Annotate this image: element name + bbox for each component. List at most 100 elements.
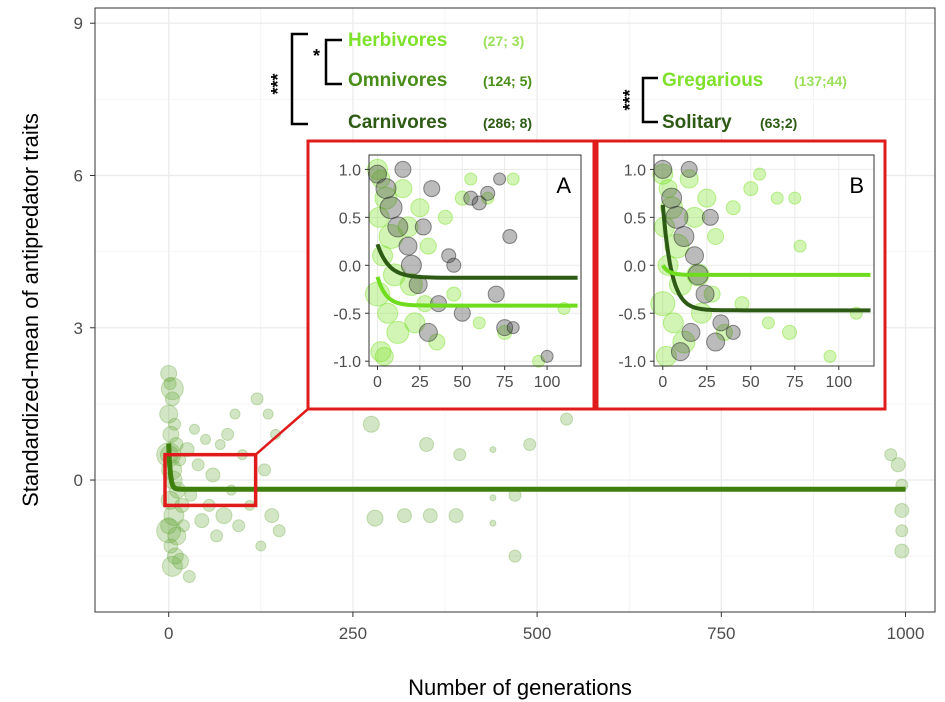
- data-point: [221, 427, 235, 441]
- inset-point-dark: [540, 349, 554, 363]
- inset-y-tick-label: 0.5: [624, 210, 646, 227]
- main-fit-line: [166, 443, 906, 492]
- inset-x-tick-label: 100: [825, 374, 852, 391]
- inset-point-light: [672, 330, 696, 354]
- bracket-herb-carn: [290, 32, 308, 126]
- inset-point-dark: [673, 226, 695, 248]
- inset-point-dark: [706, 332, 726, 352]
- inset-point-dark: [441, 248, 457, 264]
- inset-point-light: [703, 285, 721, 303]
- inset-point-dark: [423, 180, 441, 198]
- inset-point-light: [399, 272, 423, 296]
- inset-y-tick-label: -0.5: [333, 306, 361, 323]
- legend: Herbivores (27; 3) Omnivores (124; 5) Ca…: [268, 30, 847, 133]
- data-point: [262, 408, 274, 420]
- data-point: [160, 517, 178, 535]
- inset-point-light: [481, 191, 495, 205]
- inset-point-light: [393, 179, 413, 199]
- inset-fit-line: [375, 243, 578, 280]
- data-point: [232, 519, 246, 533]
- y-tick-label: 9: [74, 14, 83, 33]
- inset-x-tick-label: 75: [786, 374, 804, 391]
- legend-carnivores-label: Carnivores: [348, 112, 447, 133]
- data-point: [159, 404, 179, 424]
- inset-plot-frame: [368, 154, 582, 367]
- y-tick-label: 0: [74, 471, 83, 490]
- inset-y-tick-label: -1.0: [618, 354, 646, 371]
- inset-point-dark: [480, 185, 496, 201]
- data-point: [489, 446, 497, 454]
- legend-omnivores-n: (124; 5): [483, 73, 532, 89]
- data-point: [171, 552, 189, 570]
- inset-point-light: [683, 206, 705, 228]
- data-point: [255, 540, 267, 552]
- legend-gregarious-label: Gregarious: [662, 70, 763, 91]
- inset-x-tick-label: 25: [411, 374, 429, 391]
- inset-point-dark: [680, 160, 698, 178]
- inset-point-dark: [379, 196, 403, 220]
- inset-y-tick-label: 0.0: [624, 258, 646, 275]
- data-point: [884, 448, 898, 462]
- data-point: [489, 494, 497, 502]
- data-point: [895, 524, 909, 538]
- data-point: [205, 467, 221, 483]
- inset-point-light: [419, 237, 437, 255]
- inset-plot-background: [654, 155, 874, 366]
- data-point: [163, 538, 179, 554]
- data-point: [448, 508, 464, 524]
- inset-point-dark: [387, 216, 409, 238]
- inset-point-light: [770, 191, 784, 205]
- inset-plot-frame: [653, 154, 875, 367]
- inset-point-light: [506, 172, 520, 186]
- inset-point-light: [753, 167, 767, 181]
- fit-line: [166, 443, 906, 492]
- inset-y-tick-label: -0.5: [618, 306, 646, 323]
- inset-point-dark: [701, 208, 719, 226]
- inset-point-dark: [670, 342, 690, 362]
- data-point: [162, 425, 180, 443]
- data-point: [272, 524, 286, 538]
- inset-y-tick-label: 1.0: [339, 162, 361, 179]
- inset-point-dark: [400, 254, 422, 276]
- data-point: [215, 507, 233, 525]
- inset-fit-line: [660, 204, 871, 313]
- inset-point-light: [788, 191, 802, 205]
- inset-panel-b: 0 25 50 75 100 1.0 0.5 0.0 -0.5 -1.0 B: [595, 139, 887, 411]
- inset-point-light: [454, 190, 470, 206]
- inset-panel-a: 0 25 50 75 100 1.0 0.5 0.0 -0.5 -1.0 A: [306, 139, 596, 411]
- data-point: [508, 549, 522, 563]
- legend-carnivores-n: (286; 8): [483, 115, 532, 131]
- data-point: [560, 412, 574, 426]
- inset-point-light: [823, 349, 837, 363]
- legend-herbivores-label: Herbivores: [348, 30, 447, 51]
- y-axis-title: Standardized-mean of antipredator traits: [18, 113, 43, 507]
- inset-point-light: [761, 316, 775, 330]
- inset-panel-label: A: [556, 173, 571, 198]
- data-point: [167, 526, 187, 546]
- data-point: [163, 377, 177, 391]
- data-point: [264, 508, 280, 524]
- y-tick-label: 6: [74, 166, 83, 185]
- zoom-line: [254, 408, 309, 456]
- inset-point-light: [374, 346, 394, 366]
- zoom-connector: [163, 408, 309, 508]
- x-tick-label: 750: [707, 624, 735, 643]
- inset-point-light: [679, 169, 699, 189]
- inset-point-light: [378, 224, 404, 250]
- inset-point-dark: [684, 246, 704, 266]
- inset-point-dark: [506, 321, 520, 335]
- inset-x-tick-label: 100: [534, 374, 561, 391]
- main-plot-frame: [94, 7, 936, 613]
- inset-panel-label: B: [849, 173, 864, 198]
- x-tick-label: 0: [164, 624, 173, 643]
- data-point: [523, 438, 537, 452]
- data-point: [161, 555, 183, 577]
- inset-point-light: [386, 320, 410, 344]
- data-point: [489, 519, 497, 527]
- x-tick-label: 500: [523, 624, 551, 643]
- inset-point-light: [472, 316, 486, 330]
- inset-point-light: [662, 312, 684, 334]
- inset-x-tick-label: 50: [453, 374, 471, 391]
- data-point: [894, 543, 910, 559]
